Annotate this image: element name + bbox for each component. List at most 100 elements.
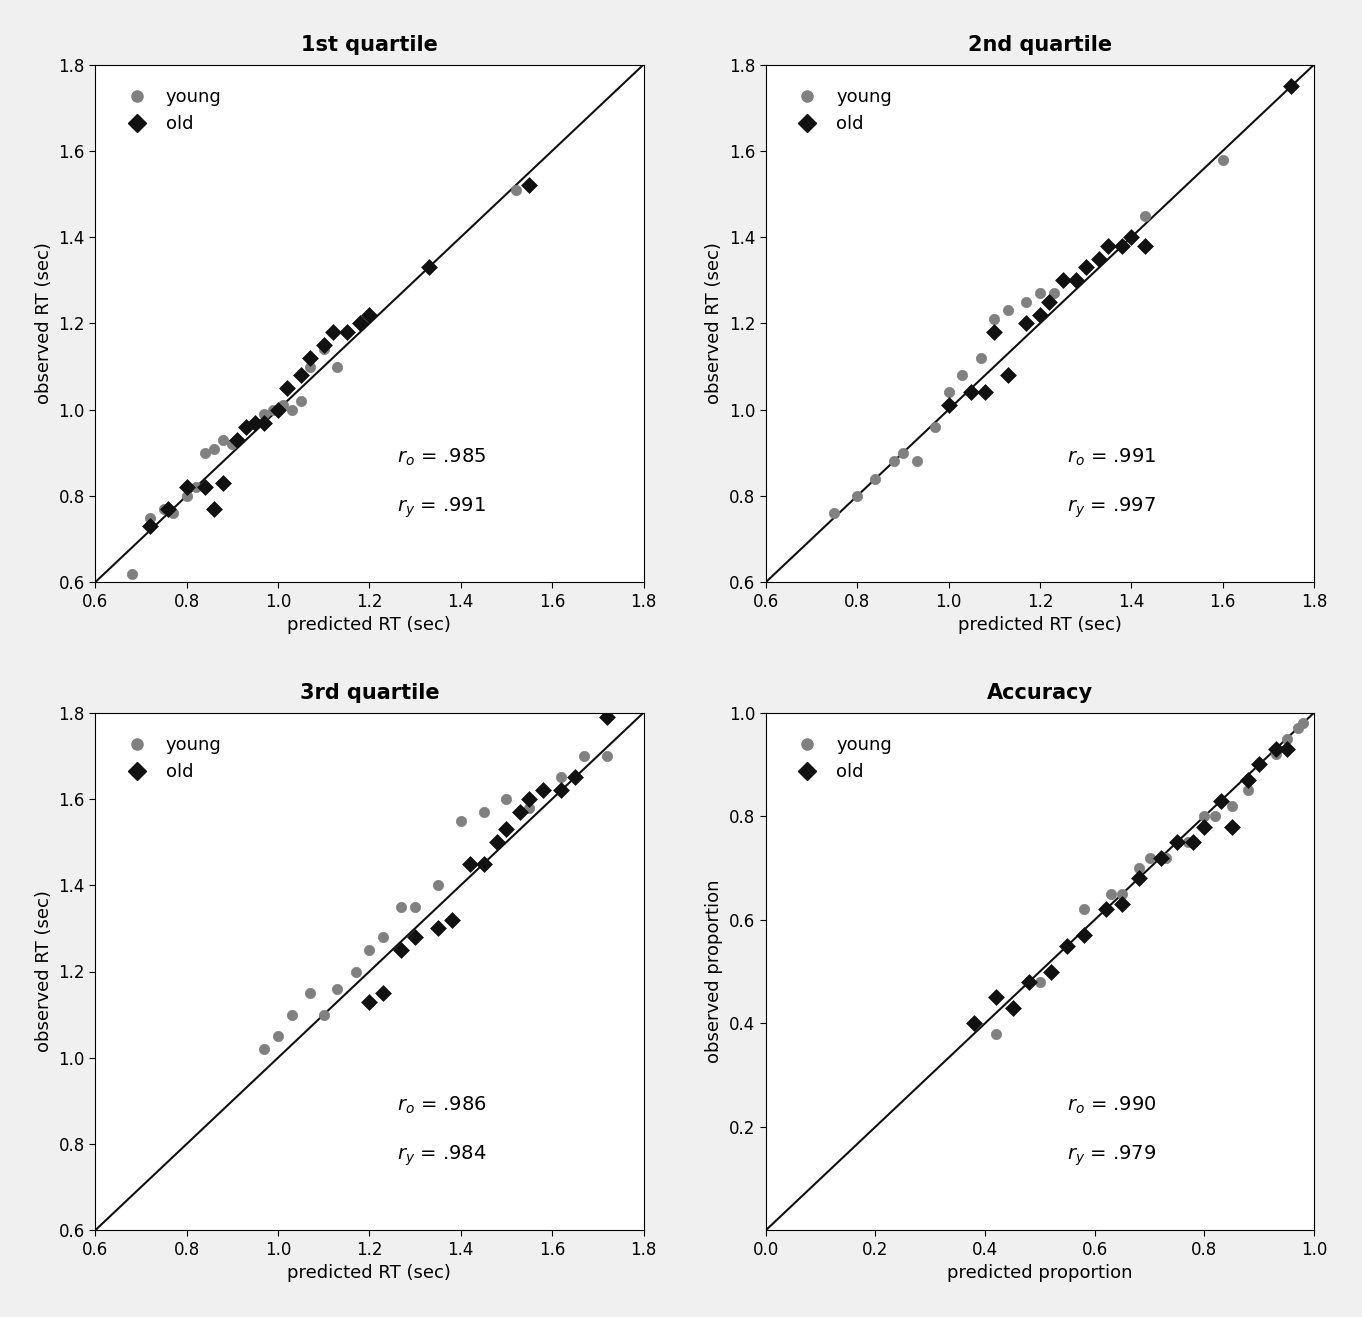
Point — [300, 982, 321, 1004]
Point — [550, 780, 572, 801]
Point — [418, 257, 440, 278]
Point — [1293, 712, 1314, 734]
Point — [952, 365, 974, 386]
Point — [983, 308, 1005, 329]
Point — [253, 1039, 275, 1060]
Point — [253, 403, 275, 424]
Point — [428, 874, 449, 896]
Point — [1128, 857, 1150, 878]
Point — [1276, 728, 1298, 749]
Point — [358, 992, 380, 1013]
Point — [1177, 831, 1199, 852]
Point — [372, 982, 394, 1004]
Point — [937, 382, 959, 403]
Point — [1111, 894, 1133, 915]
Point — [121, 564, 143, 585]
Point — [300, 356, 321, 377]
Point — [327, 356, 349, 377]
Point — [519, 789, 541, 810]
Point — [473, 801, 494, 822]
Point — [405, 897, 426, 918]
Point — [1204, 806, 1226, 827]
Point — [428, 918, 449, 939]
Point — [459, 853, 481, 874]
Point — [139, 516, 161, 537]
Point — [449, 810, 471, 831]
Point — [974, 382, 996, 403]
Point — [1015, 313, 1036, 335]
Point — [1220, 817, 1242, 838]
X-axis label: predicted proportion: predicted proportion — [947, 1264, 1133, 1283]
Point — [345, 961, 366, 982]
Point — [222, 433, 244, 454]
Point — [158, 498, 180, 519]
Point — [1015, 291, 1036, 312]
Text: $r_o$ = .991: $r_o$ = .991 — [1068, 446, 1156, 469]
Point — [1065, 270, 1087, 291]
Text: $r_o$ = .985: $r_o$ = .985 — [396, 446, 486, 469]
Point — [372, 926, 394, 947]
Point — [358, 939, 380, 960]
Point — [1057, 935, 1079, 956]
Point — [1017, 972, 1039, 993]
Point — [313, 335, 335, 356]
Point — [564, 766, 586, 788]
Point — [1073, 925, 1095, 946]
X-axis label: predicted RT (sec): predicted RT (sec) — [287, 1264, 451, 1283]
Point — [1193, 817, 1215, 838]
Point — [1030, 972, 1051, 993]
Point — [496, 819, 518, 840]
Point — [1135, 205, 1156, 227]
Point — [203, 439, 225, 460]
Point — [486, 831, 508, 852]
Point — [276, 378, 298, 399]
Point — [1041, 961, 1062, 982]
Point — [1043, 283, 1065, 304]
Point — [1193, 806, 1215, 827]
Point — [1182, 831, 1204, 852]
Point — [176, 486, 197, 507]
Point — [267, 1026, 289, 1047]
Point — [358, 304, 380, 325]
Point — [193, 477, 215, 498]
Point — [997, 300, 1019, 321]
Point — [349, 313, 370, 335]
Point — [533, 780, 554, 801]
Point — [1249, 753, 1271, 774]
Point — [267, 399, 289, 420]
Point — [1265, 739, 1287, 760]
Point — [985, 1023, 1007, 1044]
Point — [519, 797, 541, 818]
Text: $r_y$ = .997: $r_y$ = .997 — [1068, 495, 1156, 520]
Point — [824, 503, 846, 524]
Point — [985, 986, 1007, 1008]
Y-axis label: observed RT (sec): observed RT (sec) — [34, 242, 53, 404]
Point — [937, 395, 959, 416]
Point — [1238, 769, 1260, 790]
Point — [1212, 149, 1234, 170]
Point — [533, 780, 554, 801]
Point — [1030, 283, 1051, 304]
Point — [1280, 75, 1302, 96]
Point — [519, 175, 541, 196]
Point — [1166, 831, 1188, 852]
Point — [162, 503, 184, 524]
Point — [1249, 753, 1271, 774]
Point — [1128, 868, 1150, 889]
Point — [1155, 847, 1177, 868]
X-axis label: predicted RT (sec): predicted RT (sec) — [957, 616, 1122, 635]
Y-axis label: observed RT (sec): observed RT (sec) — [34, 890, 53, 1052]
Point — [1073, 898, 1095, 919]
Point — [226, 429, 248, 450]
Point — [253, 412, 275, 433]
Point — [906, 450, 928, 471]
Point — [1287, 718, 1309, 739]
Text: $r_y$ = .991: $r_y$ = .991 — [396, 495, 486, 520]
Point — [1121, 227, 1143, 248]
Point — [1135, 236, 1156, 257]
Legend: young, old: young, old — [105, 722, 236, 795]
Text: $r_y$ = .979: $r_y$ = .979 — [1068, 1143, 1156, 1168]
Y-axis label: observed RT (sec): observed RT (sec) — [706, 242, 723, 404]
Point — [1111, 884, 1133, 905]
Text: $r_o$ = .986: $r_o$ = .986 — [396, 1096, 486, 1117]
